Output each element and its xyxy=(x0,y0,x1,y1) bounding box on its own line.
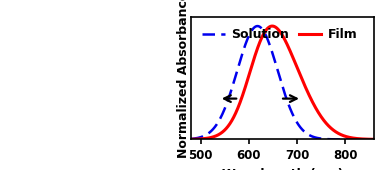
X-axis label: Wavelength (nm): Wavelength (nm) xyxy=(222,168,343,170)
Legend: Solution, Film: Solution, Film xyxy=(197,23,362,46)
Text: Normalized Absorbance: Normalized Absorbance xyxy=(177,0,190,158)
